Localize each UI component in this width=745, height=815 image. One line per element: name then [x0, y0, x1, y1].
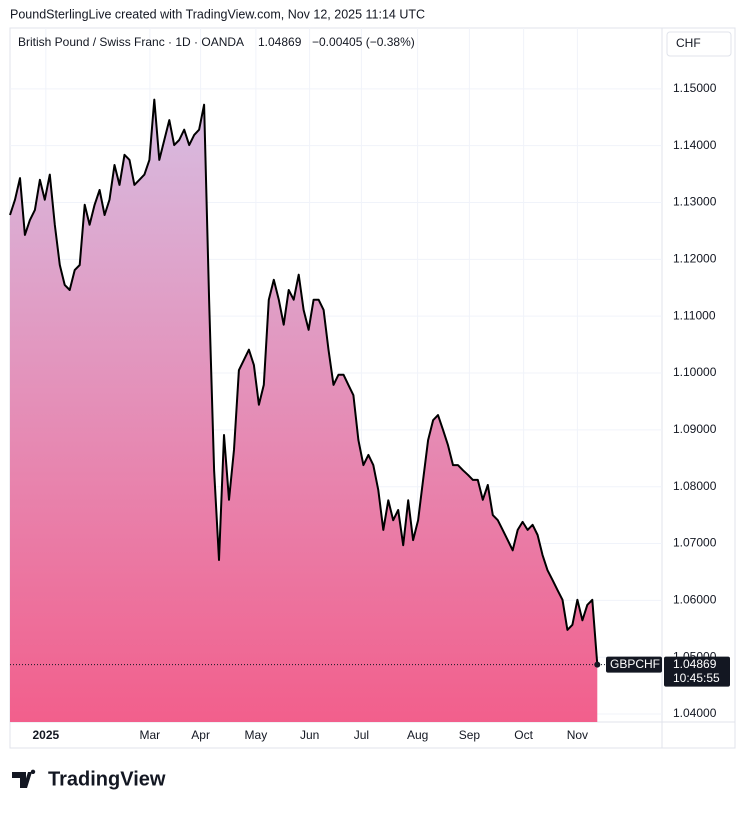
symbol-tag [606, 656, 662, 673]
chart-title: British Pound / Swiss Franc · 1D · OANDA [18, 35, 244, 49]
symbol-label: GBPCHF [610, 657, 660, 671]
price-line [9, 98, 599, 665]
currency-button[interactable] [666, 31, 732, 57]
x-tick-label: Oct [514, 728, 533, 742]
logo: TradingView [12, 768, 166, 790]
y-tick-label: 1.11000 [673, 308, 716, 322]
price-tag [664, 656, 730, 687]
currency-label[interactable]: CHF [676, 36, 701, 50]
x-tick-label: Jun [300, 728, 319, 742]
logo-icon [12, 769, 36, 788]
price-tag-label: 1.04869 [673, 657, 717, 671]
countdown-label: 10:45:55 [673, 671, 720, 685]
y-tick-label: 1.04000 [673, 706, 717, 720]
last-point [594, 661, 601, 668]
x-tick-label: Mar [140, 728, 161, 742]
x-tick-label: Jul [354, 728, 369, 742]
x-tick-label: May [245, 728, 268, 742]
header: PoundSterlingLive created with TradingVi… [10, 7, 425, 21]
x-tick-label: 2025 [32, 728, 59, 742]
y-tick-label: 1.07000 [673, 536, 717, 550]
y-tick-label: 1.09000 [673, 422, 717, 436]
y-tick-label: 1.15000 [673, 81, 717, 95]
area-fill [10, 99, 598, 723]
logo-text: TradingView [48, 768, 166, 790]
x-tick-label: Sep [459, 728, 481, 742]
y-tick-label: 1.12000 [673, 252, 717, 266]
y-tick-label: 1.14000 [673, 138, 717, 152]
legend-change: −0.00405 (−0.38%) [312, 35, 415, 49]
y-tick-label: 1.13000 [673, 195, 717, 209]
y-tick-label: 1.10000 [673, 365, 717, 379]
x-tick-label: Nov [567, 728, 588, 742]
x-tick-label: Apr [191, 728, 210, 742]
x-tick-label: Aug [407, 728, 428, 742]
y-tick-label: 1.08000 [673, 479, 717, 493]
y-tick-label: 1.06000 [673, 593, 717, 607]
legend-price: 1.04869 [258, 35, 302, 49]
